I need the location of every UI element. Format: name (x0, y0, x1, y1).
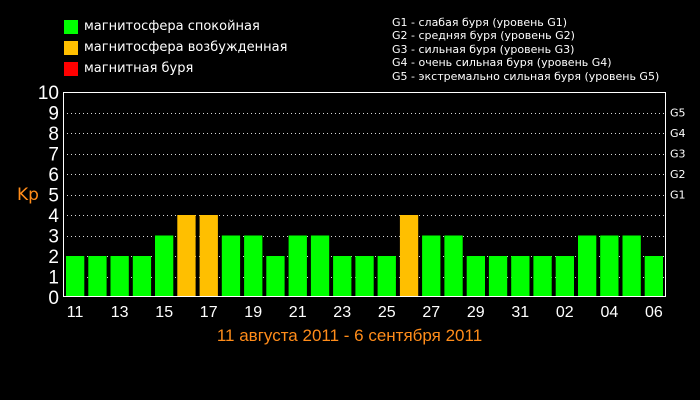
bar-02 (555, 256, 574, 297)
x-tick-label-31: 31 (511, 304, 529, 321)
y-tick-label-9: 9 (48, 104, 59, 125)
x-tick-label-04: 04 (601, 304, 619, 321)
bar-31 (511, 256, 530, 297)
g-scale-g5: G5 - экстремально сильная буря (уровень … (392, 69, 660, 83)
y-tick-label-8: 8 (48, 124, 59, 145)
bar-21 (288, 235, 307, 297)
y-tick-label-7: 7 (48, 145, 59, 166)
legend-item-quiet: магнитосфера спокойная (64, 16, 287, 37)
x-tick-label-25: 25 (378, 304, 396, 321)
g-scale-g3: G3 - сильная буря (уровень G3) (392, 42, 575, 56)
right-axis-label-g5: G5 (670, 107, 686, 120)
y-tick-label-3: 3 (48, 227, 59, 248)
x-tick-label-13: 13 (111, 304, 129, 321)
x-tick-label-17: 17 (200, 304, 218, 321)
bar-27 (422, 235, 441, 297)
right-axis-label-g2: G2 (670, 168, 686, 181)
legend-swatch-active (64, 40, 78, 55)
y-tick-label-6: 6 (48, 165, 59, 186)
bar-03 (578, 235, 597, 297)
x-tick-label-06: 06 (645, 304, 663, 321)
y-tick-label-10: 10 (38, 83, 59, 104)
bar-16 (177, 215, 196, 297)
x-tick-label-19: 19 (244, 304, 262, 321)
legend-swatch-storm (64, 61, 78, 76)
bar-14 (132, 256, 152, 297)
x-tick-label-27: 27 (422, 304, 440, 321)
g-scale-legend: G1 - слабая буря (уровень G1) G2 - средн… (392, 16, 659, 83)
legend-item-storm: магнитная буря (64, 58, 287, 79)
bar-19 (244, 235, 263, 297)
bar-26 (399, 215, 419, 297)
y-tick-label-1: 1 (48, 268, 59, 289)
bar-12 (88, 256, 107, 297)
y-tick-label-5: 5 (48, 186, 59, 207)
bar-13 (110, 256, 129, 297)
bar-22 (310, 235, 330, 297)
x-tick-label-23: 23 (333, 304, 351, 321)
y-tick-label-4: 4 (48, 206, 59, 227)
right-axis-label-g1: G1 (670, 189, 686, 202)
legend-item-active: магнитосфера возбужденная (64, 37, 287, 58)
legend-label-active: магнитосфера возбужденная (84, 40, 288, 55)
bar-04 (600, 235, 619, 297)
bar-05 (622, 235, 641, 297)
bar-18 (221, 235, 241, 297)
legend: магнитосфера спокойная магнитосфера возб… (64, 16, 287, 79)
bar-15 (155, 235, 174, 297)
legend-swatch-quiet (64, 19, 78, 34)
bar-29 (466, 256, 485, 297)
x-tick-label-29: 29 (467, 304, 485, 321)
y-tick-label-0: 0 (48, 288, 59, 309)
x-tick-label-15: 15 (155, 304, 173, 321)
legend-label-storm: магнитная буря (84, 61, 194, 76)
legend-label-quiet: магнитосфера спокойная (84, 19, 260, 34)
right-axis-label-g3: G3 (670, 148, 686, 161)
bar-17 (199, 215, 218, 297)
y-axis-title: Kp (17, 185, 39, 205)
y-tick-label-2: 2 (48, 247, 59, 268)
bar-28 (444, 235, 463, 297)
bar-23 (333, 256, 352, 297)
bar-20 (266, 256, 285, 297)
g-scale-g1: G1 - слабая буря (уровень G1) (392, 16, 568, 29)
x-tick-label-02: 02 (556, 304, 574, 321)
bar-30 (488, 256, 508, 297)
g-scale-g2: G2 - средняя буря (уровень G2) (392, 29, 575, 43)
bar-06 (644, 256, 663, 297)
right-axis-label-g4: G4 (670, 127, 686, 140)
plot-frame (63, 92, 666, 297)
bar-25 (377, 256, 396, 297)
x-tick-label-21: 21 (289, 304, 307, 321)
g-scale-g4: G4 - очень сильная буря (уровень G4) (392, 56, 612, 70)
bar-24 (355, 256, 374, 297)
bar-01 (533, 256, 552, 297)
bar-11 (66, 256, 85, 297)
x-axis-title: 11 августа 2011 - 6 сентября 2011 (217, 326, 482, 345)
x-tick-label-11: 11 (67, 304, 84, 321)
